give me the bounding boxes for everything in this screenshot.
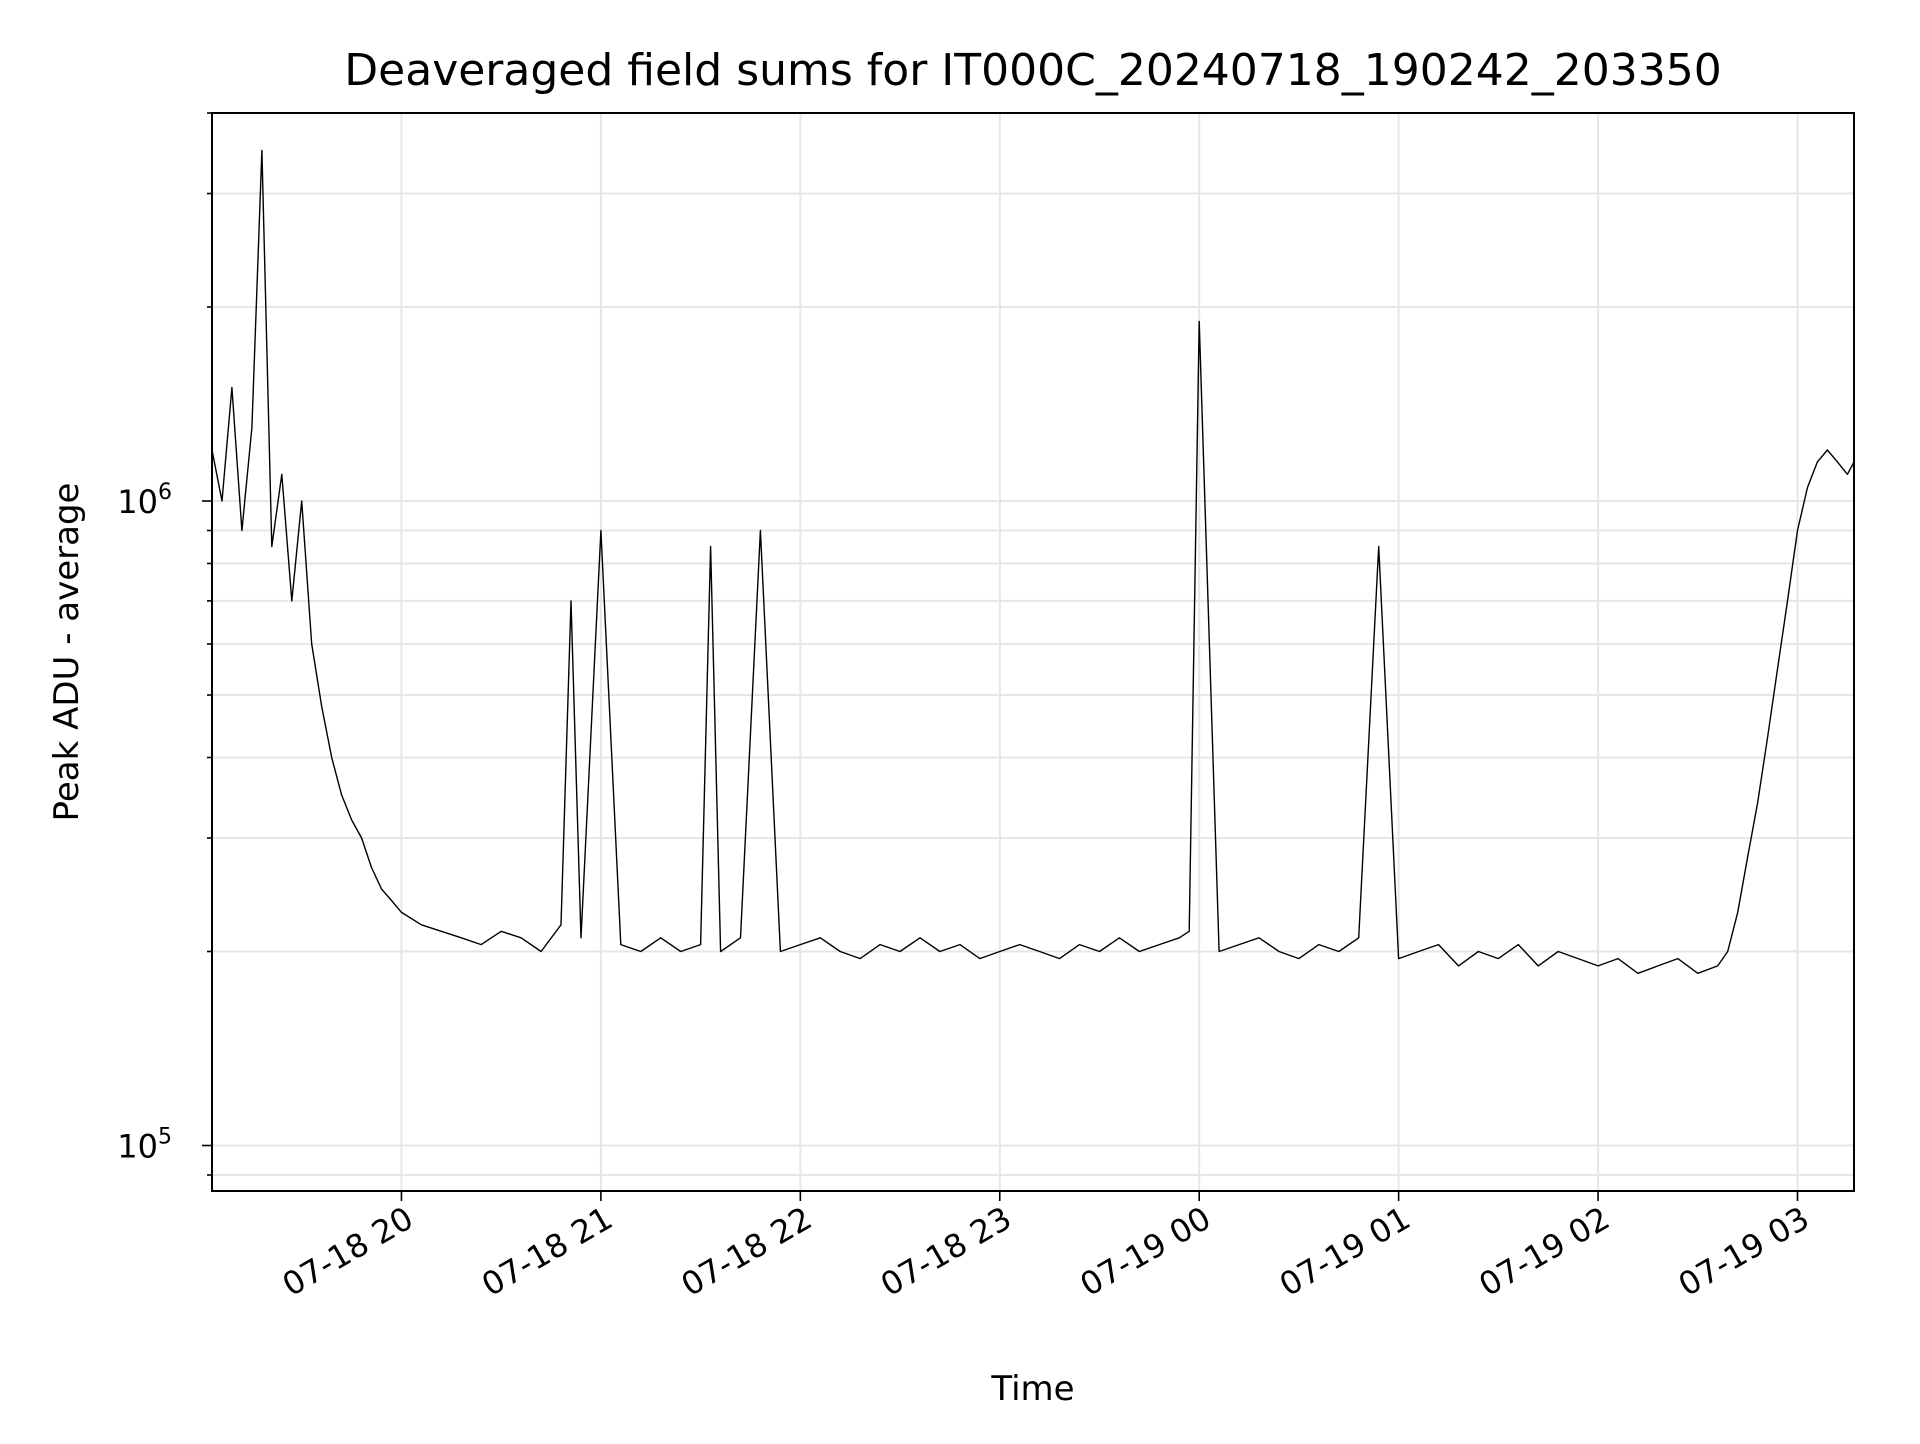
- y-axis-title: Peak ADU - average: [47, 483, 87, 822]
- series-layer: [211, 149, 1855, 974]
- series-line: [211, 149, 1855, 974]
- plot-area-frame: [211, 112, 1855, 1192]
- chart-title: Deaveraged field sums for IT000C_2024071…: [344, 45, 1721, 96]
- grid-layer: [212, 112, 1854, 1191]
- x-axis-title: Time: [990, 1369, 1074, 1409]
